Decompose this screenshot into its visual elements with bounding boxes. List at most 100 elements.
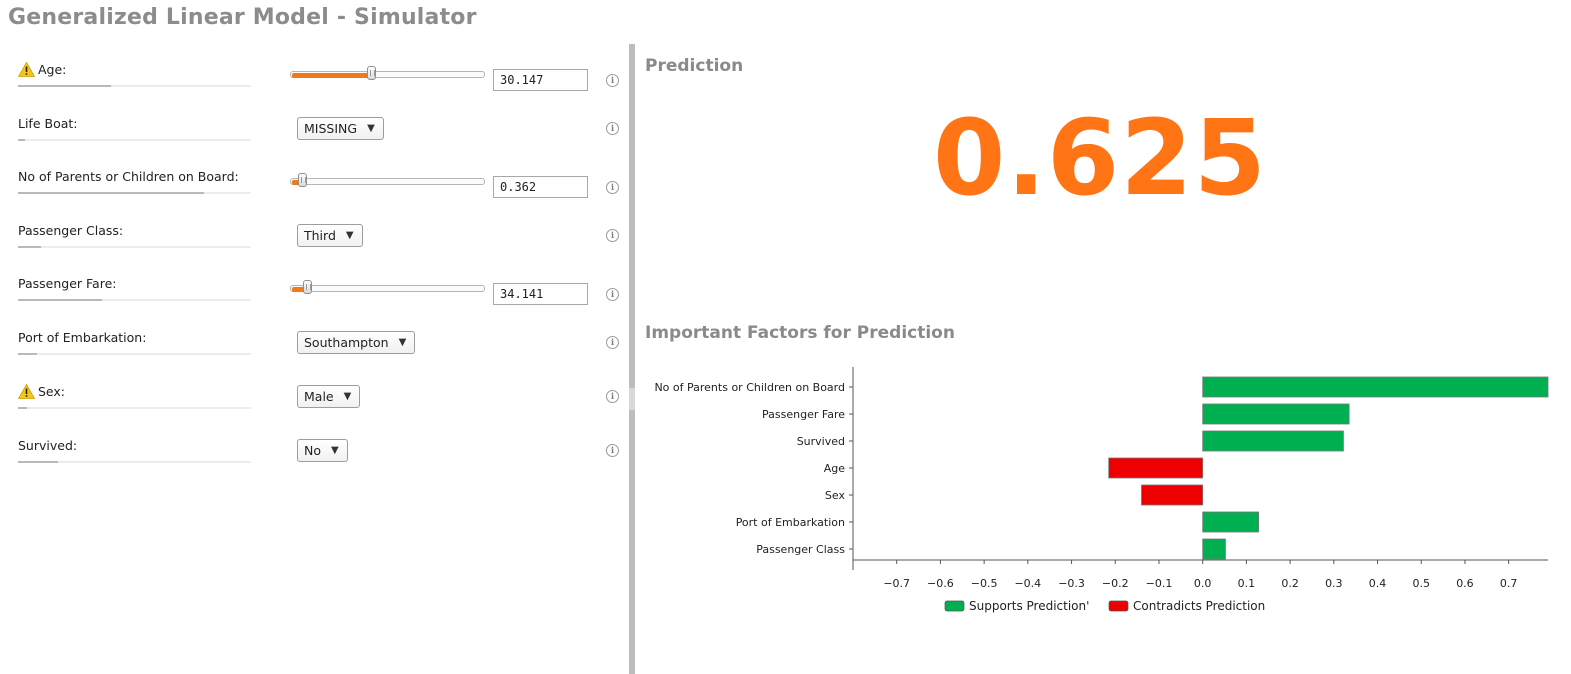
label-passenger-class: Passenger Class:: [18, 212, 251, 252]
label-life-boat: Life Boat:: [18, 105, 251, 145]
importance-bar: [18, 353, 251, 355]
legend-swatch-contradicts: [1108, 600, 1129, 612]
life-boat-select[interactable]: MISSING ▼: [297, 117, 384, 140]
label-line-port-embarkation: Port of Embarkation:: [18, 330, 146, 345]
y-tick-label: No of Parents or Children on Board: [654, 381, 845, 394]
x-tick-label: 0.1: [1238, 577, 1256, 590]
info-icon[interactable]: i: [606, 122, 619, 135]
chevron-down-icon: ▼: [343, 391, 352, 402]
importance-bar: [18, 461, 251, 463]
bar-port-of-embarkation: [1202, 511, 1260, 533]
label-line-sex: Sex:: [17, 383, 65, 399]
sex-select[interactable]: Male ▼: [297, 385, 361, 408]
x-tick-label: −0.7: [883, 577, 910, 590]
importance-bar-fill: [18, 192, 205, 194]
importance-bar-fill: [18, 461, 58, 463]
x-tick-label: −0.1: [1146, 577, 1173, 590]
legend-label-contradicts: Contradicts Prediction: [1133, 599, 1265, 613]
passenger-fare-slider[interactable]: [290, 280, 485, 294]
y-tick-label: Sex: [825, 489, 846, 502]
importance-bar-fill: [18, 353, 37, 355]
passenger-class-select[interactable]: Third ▼: [297, 224, 363, 247]
bar-survived: [1202, 430, 1344, 452]
y-tick-label: Passenger Fare: [762, 408, 845, 421]
y-tick-label: Port of Embarkation: [736, 516, 845, 529]
age-input[interactable]: [493, 69, 588, 91]
info-icon[interactable]: i: [606, 181, 619, 194]
info-icon[interactable]: i: [606, 444, 619, 457]
input-row-parents-children: No of Parents or Children on Board: i: [0, 158, 628, 212]
label-parents-children: No of Parents or Children on Board:: [18, 158, 251, 198]
slider-thumb[interactable]: [367, 66, 377, 80]
panel-splitter[interactable]: [629, 44, 635, 674]
chevron-down-icon: ▼: [345, 230, 354, 241]
survived-select[interactable]: No ▼: [297, 439, 348, 462]
slider-thumb[interactable]: [297, 173, 307, 187]
info-icon[interactable]: i: [606, 74, 619, 87]
x-tick-label: 0.7: [1500, 577, 1518, 590]
input-label: Passenger Class:: [18, 223, 124, 238]
importance-bar: [18, 299, 251, 301]
label-sex: Sex:: [17, 373, 251, 413]
slider-track[interactable]: [290, 71, 485, 78]
input-row-passenger-fare: Passenger Fare: i: [0, 265, 628, 319]
select-value: Southampton: [304, 335, 389, 350]
legend-swatch-supports: [944, 600, 965, 612]
label-age: Age:: [17, 51, 251, 91]
bar-passenger-class: [1202, 538, 1226, 560]
label-line-age: Age:: [17, 61, 67, 77]
label-line-passenger-class: Passenger Class:: [18, 223, 123, 238]
x-tick-label: 0.4: [1369, 577, 1387, 590]
parents-children-slider[interactable]: [290, 173, 485, 187]
input-row-age: Age: i: [0, 51, 628, 105]
x-tick-label: −0.2: [1102, 577, 1129, 590]
input-row-life-boat: Life Boat: MISSING ▼ i: [0, 105, 628, 159]
importance-bar-fill: [18, 246, 42, 248]
x-tick-label: 0.3: [1325, 577, 1343, 590]
x-tick-label: −0.6: [927, 577, 954, 590]
slider-fill: [292, 287, 308, 292]
slider-track[interactable]: [290, 285, 485, 292]
info-icon[interactable]: i: [606, 229, 619, 242]
info-icon[interactable]: i: [606, 390, 619, 403]
legend-label-supports: Supports Prediction': [969, 599, 1089, 613]
input-row-port-embarkation: Port of Embarkation: Southampton ▼ i: [0, 319, 628, 373]
port-embarkation-select[interactable]: Southampton ▼: [297, 331, 416, 354]
factors-chart: No of Parents or Children on Board Passen…: [654, 367, 1549, 613]
y-tick-label: Age: [824, 462, 846, 475]
slider-fill: [292, 180, 302, 185]
x-tick-label: −0.4: [1014, 577, 1041, 590]
importance-bar: [18, 192, 251, 194]
parents-children-input[interactable]: [493, 176, 588, 198]
select-value: Male: [304, 389, 334, 404]
passenger-fare-input[interactable]: [493, 283, 588, 305]
slider-thumb[interactable]: [303, 280, 313, 294]
factors-title: Important Factors for Prediction: [645, 323, 955, 343]
label-line-life-boat: Life Boat:: [18, 116, 78, 131]
importance-bar: [18, 85, 251, 87]
input-label: Survived:: [18, 438, 78, 453]
splitter-handle[interactable]: [629, 388, 635, 410]
age-slider[interactable]: [290, 66, 485, 80]
info-icon[interactable]: i: [606, 336, 619, 349]
slider-track[interactable]: [290, 178, 485, 185]
chevron-down-icon: ▼: [398, 337, 407, 348]
input-label: Life Boat:: [18, 116, 78, 131]
label-line-passenger-fare: Passenger Fare:: [18, 276, 116, 291]
label-line-survived: Survived:: [18, 438, 77, 453]
select-value: No: [304, 443, 321, 458]
slider-fill: [292, 73, 372, 78]
label-passenger-fare: Passenger Fare:: [18, 265, 251, 305]
input-label: Age:: [38, 62, 67, 77]
bar-sex: [1141, 484, 1204, 506]
importance-bar-fill: [18, 407, 28, 409]
x-tick-label: −0.3: [1058, 577, 1085, 590]
info-icon[interactable]: i: [606, 288, 619, 301]
x-tick-label: −0.5: [971, 577, 998, 590]
prediction-value: 0.625: [933, 97, 1267, 219]
y-tick-label: Survived: [797, 435, 845, 448]
app-title: Generalized Linear Model - Simulator: [8, 5, 477, 30]
chevron-down-icon: ▼: [367, 123, 375, 134]
input-row-survived: Survived: No ▼ i: [0, 427, 628, 481]
